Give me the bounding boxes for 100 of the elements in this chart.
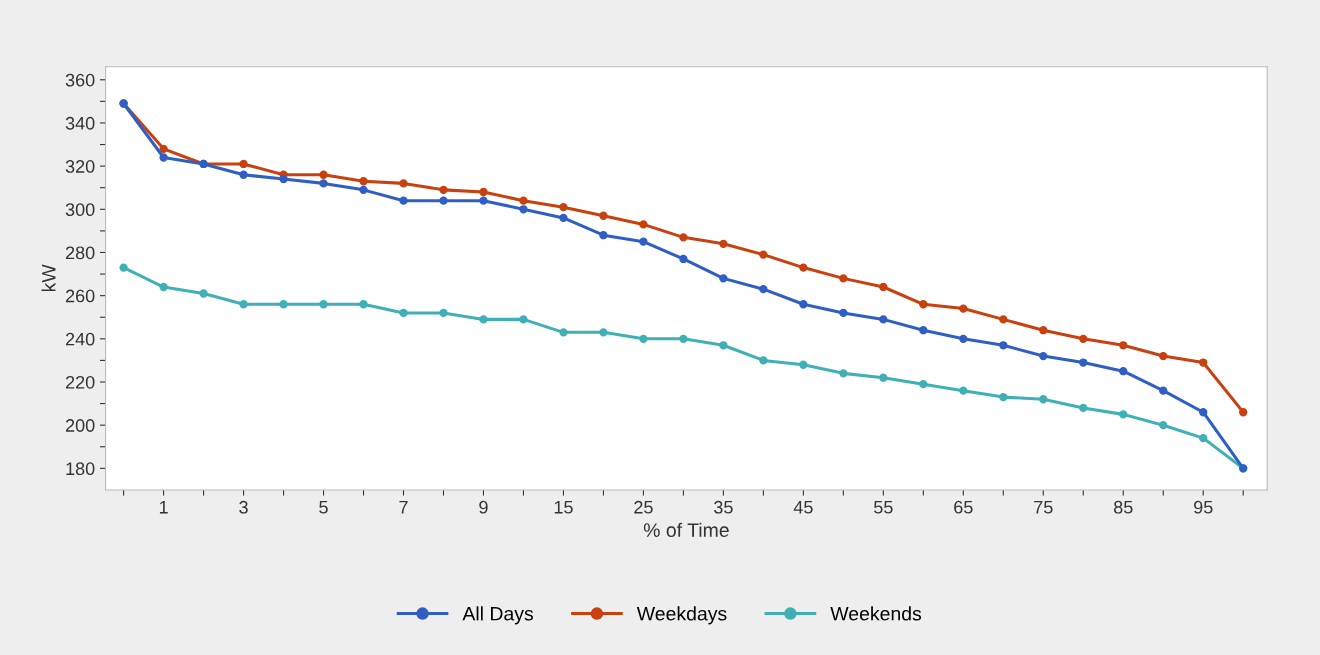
point [279, 300, 288, 309]
point [639, 237, 648, 246]
point [1039, 326, 1048, 335]
legend-label: Weekdays [636, 606, 727, 625]
point [639, 334, 648, 343]
point [719, 274, 728, 283]
point [239, 170, 248, 179]
y-tick-label: 240 [65, 332, 95, 346]
point [399, 179, 408, 188]
point [159, 144, 168, 154]
point [559, 202, 568, 212]
point [399, 196, 408, 205]
point [919, 379, 928, 389]
y-tick-label: 340 [65, 116, 95, 130]
x-tick-label: 9 [479, 500, 488, 514]
point [159, 282, 168, 292]
point [519, 315, 528, 324]
point [719, 341, 728, 350]
y-tick-label: 300 [65, 203, 95, 217]
point [479, 187, 488, 197]
point [839, 274, 848, 283]
x-tick-label: 45 [793, 501, 813, 514]
point [319, 170, 328, 179]
point [599, 211, 608, 220]
x-tick-label: 15 [554, 501, 573, 514]
y-tick-label: 260 [65, 289, 95, 303]
point [519, 196, 528, 205]
x-tick-label: 35 [714, 500, 733, 514]
point [439, 185, 448, 195]
x-tick-label: 85 [1113, 500, 1133, 514]
y-tick-label: 320 [65, 160, 95, 173]
point [959, 386, 968, 395]
point [759, 356, 768, 365]
point [759, 250, 768, 259]
point [359, 300, 368, 309]
point [319, 179, 328, 188]
point [599, 231, 608, 240]
y-tick-label: 200 [65, 419, 95, 432]
point [359, 185, 368, 195]
point [439, 308, 448, 318]
point [799, 360, 808, 369]
point [879, 282, 888, 292]
x-tick-label: 95 [1194, 500, 1213, 514]
y-tick-label: 280 [65, 246, 95, 260]
point [959, 304, 968, 313]
point [439, 196, 448, 205]
point [1039, 351, 1048, 361]
point [839, 369, 848, 378]
point [279, 174, 288, 184]
point [919, 300, 928, 309]
point [1039, 395, 1048, 404]
x-tick-label: 7 [399, 501, 408, 514]
point [1079, 403, 1088, 413]
y-tick-label: 360 [65, 73, 95, 87]
point [1079, 334, 1088, 343]
point [1199, 408, 1208, 417]
x-tick-label: 1 [159, 501, 168, 514]
point [679, 254, 688, 264]
point [319, 300, 328, 309]
point [799, 300, 808, 309]
point [1119, 410, 1128, 419]
point [479, 315, 488, 324]
point [239, 159, 248, 169]
y-tick-label: 220 [65, 375, 95, 389]
point [1119, 367, 1128, 376]
point [679, 334, 688, 343]
point [359, 177, 368, 186]
x-axis-title: % of Time [643, 522, 729, 538]
point [799, 263, 808, 272]
point [759, 285, 768, 294]
point [999, 392, 1008, 402]
point [1119, 341, 1128, 350]
legend-label: All Days [462, 606, 533, 625]
point [1159, 386, 1168, 395]
y-tick-label: 180 [66, 462, 95, 476]
point [879, 315, 888, 324]
point [919, 326, 928, 335]
point [1079, 358, 1088, 367]
point [999, 315, 1008, 324]
point [559, 213, 568, 223]
point [239, 300, 248, 309]
x-tick-label: 25 [634, 500, 653, 514]
point [1239, 408, 1248, 417]
point [599, 328, 608, 337]
point [679, 233, 688, 242]
point [1159, 351, 1168, 361]
legend-label: Weekends [830, 606, 922, 621]
x-tick-label: 55 [874, 501, 893, 514]
point [119, 263, 128, 272]
point [1199, 358, 1208, 367]
point [519, 205, 528, 214]
x-tick-label: 75 [1034, 501, 1053, 514]
y-axis-title: kW [41, 264, 56, 292]
x-tick-label: 65 [954, 500, 973, 514]
point [719, 239, 728, 249]
point [879, 373, 888, 382]
point [999, 341, 1008, 350]
point [1159, 421, 1168, 430]
point [159, 153, 168, 162]
point [959, 334, 968, 343]
